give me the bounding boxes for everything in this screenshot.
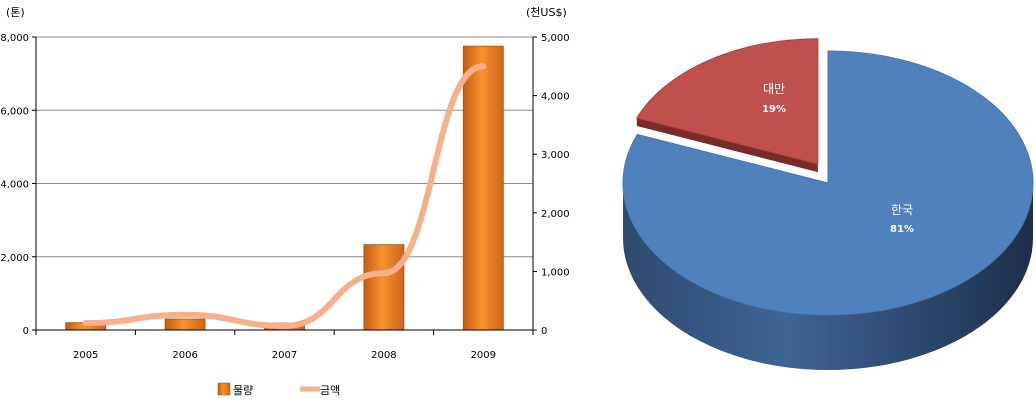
pie-chart: 대만 19% 한국 81% [622,38,1034,370]
tick-labels: 0 2,000 4,000 6,000 8,000 0 1,000 2,000 3,000 4,0… [0,33,569,361]
y2-tick-label: 0 [541,326,547,337]
x-tick-label: 2007 [272,350,297,361]
bar [164,318,206,331]
x-tick-label: 2005 [73,350,98,361]
slice-side-korea [623,183,1033,370]
slice-label-korea: 한국 [891,203,913,217]
axes [32,36,537,335]
x-tick-label: 2008 [371,350,396,361]
x-tick-label: 2006 [172,350,197,361]
bar [363,244,405,331]
y-axis-label: (톤) [6,6,25,19]
line-series [82,63,487,329]
legend-bar-swatch [217,382,231,396]
slice-side-taiwan [636,117,818,173]
y2-tick-label: 3,000 [541,150,570,161]
slice-value-korea: 81% [890,224,914,235]
slice-value-taiwan: 19% [762,104,786,115]
y-tick-label: 4,000 [0,180,29,191]
slice-top-korea [622,50,1034,316]
y2-tick-label: 1,000 [541,267,570,278]
y2-axis-label: (천US$) [526,5,567,19]
legend: 물량 금액 [217,382,340,397]
y-tick-label: 6,000 [0,106,29,117]
combo-chart: (톤) (천US$) 0 2,000 4,000 6,000 8,000 0 1,000 2,… [0,5,569,397]
bar [462,45,504,331]
bars [65,45,504,331]
y2-tick-label: 5,000 [541,33,570,44]
legend-line-label: 금액 [320,384,340,397]
pie-slices [622,38,1034,370]
slice-top-taiwan [636,38,819,165]
y2-tick-label: 2,000 [541,209,570,220]
y-tick-label: 0 [23,326,29,337]
y2-tick-label: 4,000 [541,92,570,103]
x-tick-label: 2009 [471,350,496,361]
legend-bar-label: 물량 [233,384,253,397]
series-line [82,63,487,329]
slice-label-taiwan: 대만 [763,82,785,96]
y-tick-label: 2,000 [0,253,29,264]
y-tick-label: 8,000 [0,33,29,44]
gridlines [36,36,533,258]
